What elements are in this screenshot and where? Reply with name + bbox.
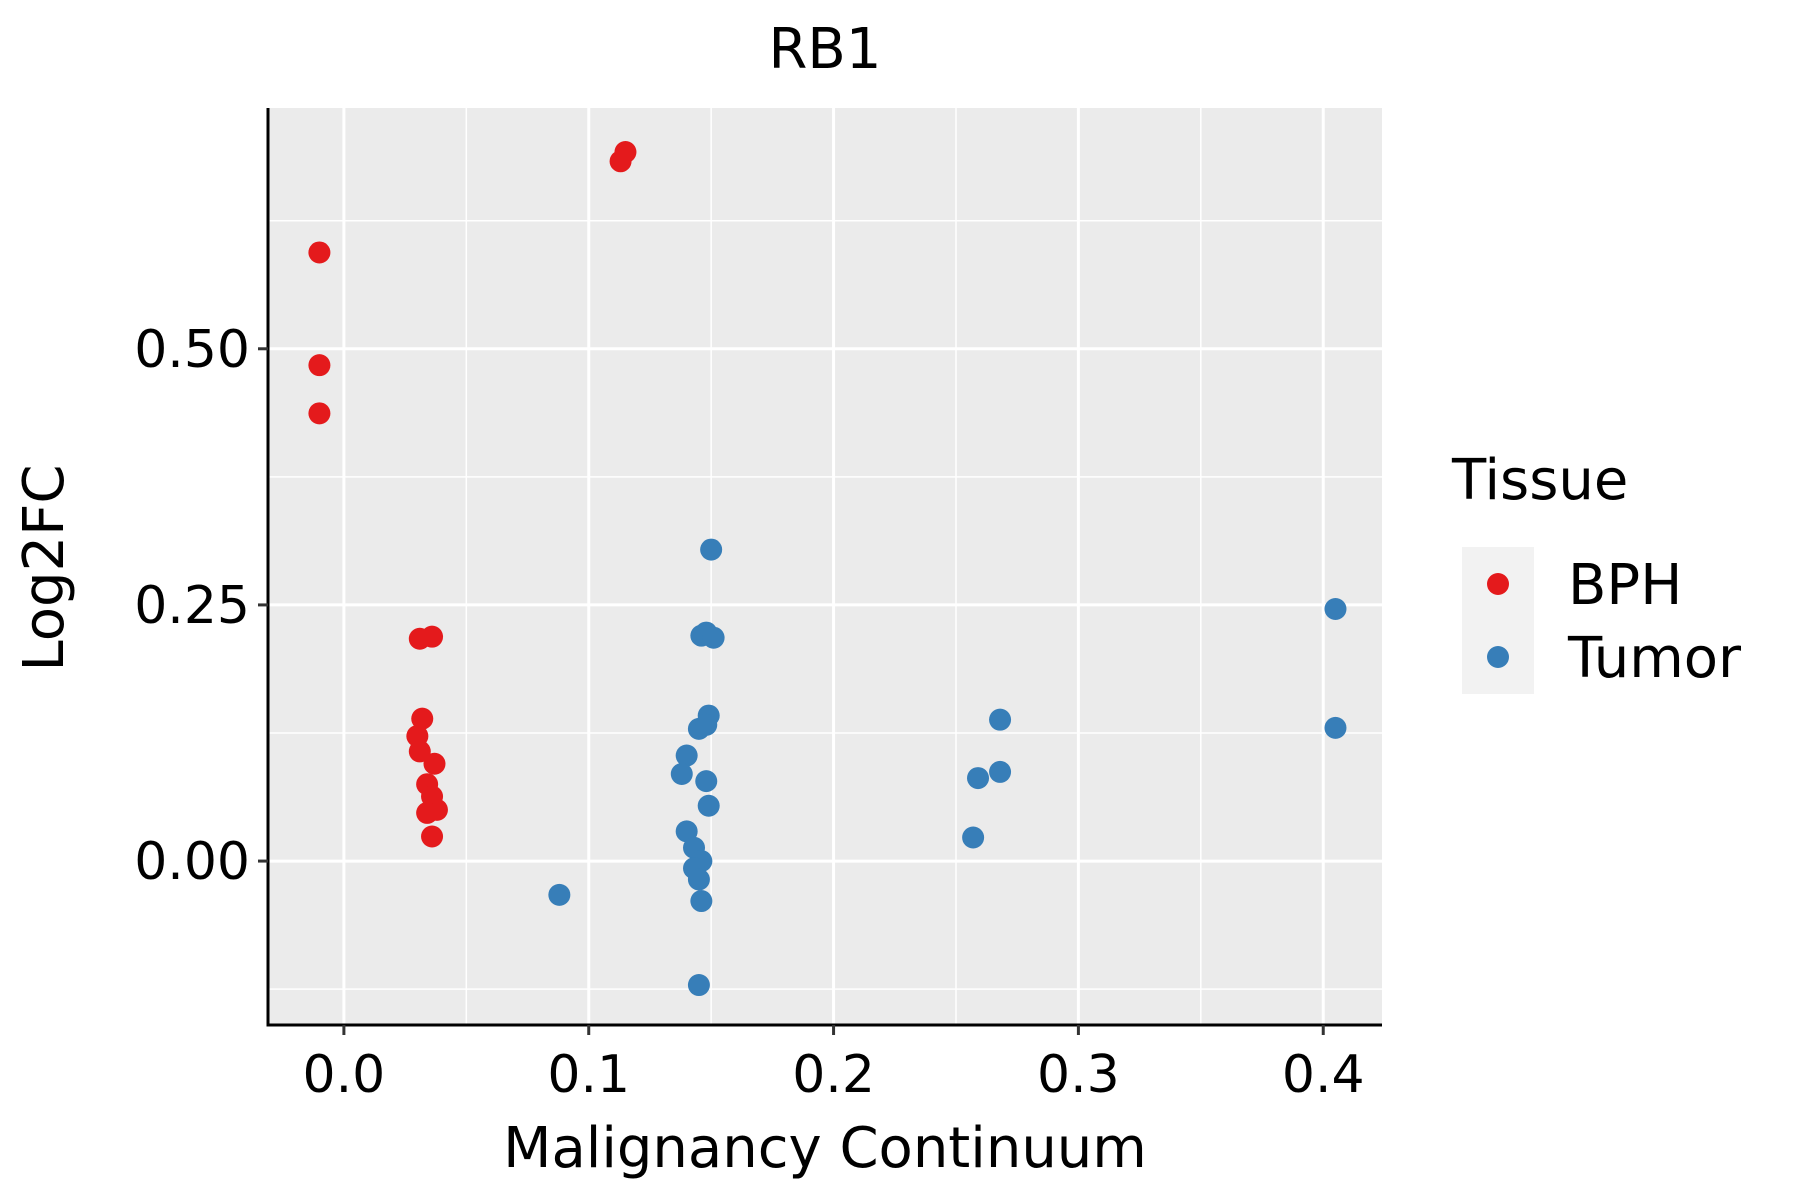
point-tumor bbox=[548, 883, 571, 906]
y-axis-title: Log2FC bbox=[12, 465, 77, 672]
point-tumor bbox=[687, 868, 710, 891]
point-tumor bbox=[989, 760, 1012, 783]
legend-label-tumor: Tumor bbox=[1567, 626, 1742, 691]
legend-key-bph bbox=[1487, 573, 1509, 595]
point-bph bbox=[609, 150, 632, 173]
point-bph bbox=[421, 625, 444, 648]
x-tick-label: 0.1 bbox=[547, 1045, 630, 1105]
y-tick-label: 0.25 bbox=[134, 576, 250, 636]
point-tumor bbox=[695, 770, 718, 793]
point-bph bbox=[308, 402, 331, 425]
point-tumor bbox=[695, 713, 718, 736]
x-tick-label: 0.0 bbox=[303, 1045, 386, 1105]
axes bbox=[258, 108, 1382, 1035]
point-bph bbox=[421, 825, 444, 848]
y-tick-label: 0.00 bbox=[134, 832, 250, 892]
point-tumor bbox=[702, 626, 725, 649]
x-tick-label: 0.2 bbox=[792, 1045, 875, 1105]
legend-key-tumor bbox=[1487, 646, 1509, 668]
point-bph bbox=[408, 740, 431, 763]
point-tumor bbox=[675, 744, 698, 767]
x-tick-label: 0.3 bbox=[1037, 1045, 1120, 1105]
point-tumor bbox=[1324, 716, 1347, 739]
point-tumor bbox=[700, 538, 723, 561]
data-points bbox=[308, 141, 1347, 997]
point-bph bbox=[416, 801, 439, 824]
grid-lines bbox=[268, 108, 1382, 1025]
point-bph bbox=[411, 707, 434, 730]
point-bph bbox=[308, 354, 331, 377]
chart-title: RB1 bbox=[769, 17, 882, 82]
point-tumor bbox=[962, 826, 985, 849]
y-tick-label: 0.50 bbox=[134, 320, 250, 380]
legend-key-background bbox=[1462, 547, 1534, 694]
x-axis-title: Malignancy Continuum bbox=[503, 1116, 1147, 1181]
point-tumor bbox=[1324, 598, 1347, 621]
point-tumor bbox=[690, 890, 713, 913]
legend: Tissue BPH Tumor bbox=[1451, 448, 1742, 694]
point-tumor bbox=[989, 708, 1012, 731]
point-tumor bbox=[967, 767, 990, 790]
point-bph bbox=[423, 752, 446, 775]
point-bph bbox=[308, 241, 331, 264]
point-tumor bbox=[670, 762, 693, 785]
x-tick-label: 0.4 bbox=[1282, 1045, 1365, 1105]
legend-label-bph: BPH bbox=[1568, 553, 1682, 618]
legend-title: Tissue bbox=[1451, 448, 1628, 513]
point-tumor bbox=[675, 820, 698, 843]
point-tumor bbox=[687, 974, 710, 997]
point-tumor bbox=[697, 794, 720, 817]
tick-labels: 0.0 0.1 0.2 0.3 0.4 0.00 0.25 0.50 bbox=[134, 320, 1364, 1105]
plot-panel bbox=[268, 108, 1382, 1025]
